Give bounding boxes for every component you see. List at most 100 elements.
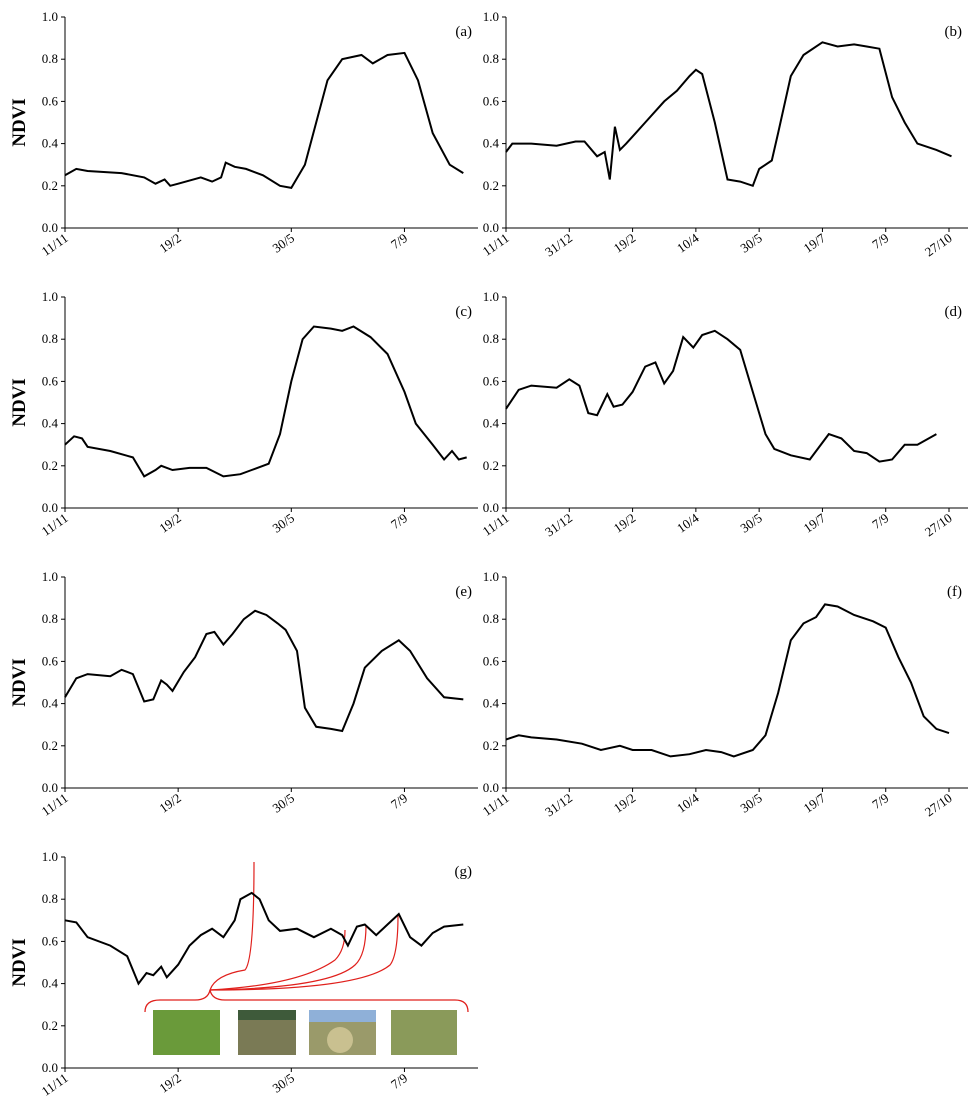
y-tick-label: 0.6 <box>42 653 59 668</box>
x-tick-label: 10/4 <box>674 230 702 256</box>
y-tick-label: 0.6 <box>42 373 59 388</box>
y-tick-label: 0.6 <box>42 933 59 948</box>
y-tick-label: 0.2 <box>42 738 58 753</box>
x-tick-label: 7/9 <box>388 510 410 532</box>
y-tick-label: 0.8 <box>42 611 58 626</box>
x-tick-label: 30/5 <box>269 230 297 256</box>
y-axis-label: NDVI <box>9 98 30 147</box>
x-tick-label: 19/7 <box>801 510 829 536</box>
panel-label: (a) <box>455 24 472 40</box>
y-tick-label: 1.0 <box>483 569 499 584</box>
x-tick-label: 27/10 <box>922 790 955 819</box>
x-tick-label: 30/5 <box>737 230 765 256</box>
arrow <box>209 924 367 991</box>
y-tick-label: 0.8 <box>483 611 499 626</box>
y-tick-label: 0.2 <box>42 1018 58 1033</box>
y-tick-label: 0.2 <box>42 458 58 473</box>
x-tick-label: 31/12 <box>542 230 575 259</box>
bale <box>327 1027 353 1053</box>
x-tick-label: 7/9 <box>388 1070 410 1092</box>
y-axis-label: NDVI <box>9 658 30 707</box>
x-tick-label: 19/2 <box>156 510 184 536</box>
y-tick-label: 0.0 <box>42 1060 58 1075</box>
x-tick-label: 19/2 <box>156 230 184 256</box>
y-tick-label: 0.6 <box>483 653 500 668</box>
y-tick-label: 0.4 <box>42 136 59 151</box>
y-tick-label: 0.0 <box>483 500 499 515</box>
y-tick-label: 1.0 <box>42 849 58 864</box>
y-tick-label: 1.0 <box>483 9 499 24</box>
y-tick-label: 0.6 <box>42 93 59 108</box>
y-tick-label: 0.0 <box>483 780 499 795</box>
x-tick-label: 30/5 <box>737 510 765 536</box>
x-tick-label: 30/5 <box>269 790 297 816</box>
panel-label: (b) <box>945 24 963 40</box>
y-tick-label: 0.6 <box>483 373 500 388</box>
panel-label: (f) <box>947 584 962 600</box>
ndvi-line <box>64 51 464 190</box>
y-axis-label: NDVI <box>9 938 30 987</box>
x-tick-label: 19/2 <box>611 790 639 816</box>
x-tick-label: 30/5 <box>269 1070 297 1096</box>
y-tick-label: 0.2 <box>42 178 58 193</box>
y-tick-label: 0.4 <box>42 696 59 711</box>
panel-label: (c) <box>455 304 472 320</box>
x-tick-label: 19/2 <box>156 790 184 816</box>
x-tick-label: 7/9 <box>869 230 891 252</box>
x-tick-label: 19/7 <box>801 230 829 256</box>
x-tick-label: 31/12 <box>542 510 575 539</box>
arrow <box>209 861 255 991</box>
y-tick-label: 0.4 <box>483 136 500 151</box>
x-tick-label: 10/4 <box>674 510 702 536</box>
x-tick-label: 30/5 <box>737 790 765 816</box>
ndvi-line <box>64 891 464 986</box>
y-tick-label: 0.4 <box>483 416 500 431</box>
x-tick-label: 7/9 <box>869 790 891 812</box>
ndvi-line <box>505 603 950 758</box>
x-tick-label: 10/4 <box>674 790 702 816</box>
y-tick-label: 0.8 <box>483 51 499 66</box>
x-tick-label: 19/2 <box>611 510 639 536</box>
y-tick-label: 0.4 <box>42 416 59 431</box>
y-tick-label: 0.0 <box>483 220 499 235</box>
y-tick-label: 1.0 <box>42 9 58 24</box>
photo <box>391 1010 457 1055</box>
y-tick-label: 0.8 <box>42 891 58 906</box>
panel-label: (g) <box>455 864 473 880</box>
arrow <box>209 929 346 991</box>
y-tick-label: 0.6 <box>483 93 500 108</box>
x-tick-label: 7/9 <box>869 510 891 532</box>
y-tick-label: 0.2 <box>483 738 499 753</box>
photo-sky <box>309 1010 376 1022</box>
ndvi-line <box>64 325 467 478</box>
x-tick-label: 30/5 <box>269 510 297 536</box>
bracket <box>144 989 469 1013</box>
photo-strip <box>144 861 469 1055</box>
x-tick-label: 27/10 <box>922 510 955 539</box>
y-tick-label: 0.8 <box>42 331 58 346</box>
x-tick-label: 19/2 <box>611 230 639 256</box>
ndvi-line <box>505 329 937 463</box>
y-tick-label: 1.0 <box>483 289 499 304</box>
x-tick-label: 27/10 <box>922 230 955 259</box>
panel-label: (d) <box>945 304 963 320</box>
x-tick-label: 7/9 <box>388 790 410 812</box>
y-tick-label: 0.2 <box>483 178 499 193</box>
y-tick-label: 0.2 <box>483 458 499 473</box>
y-tick-label: 1.0 <box>42 569 58 584</box>
ndvi-line <box>64 609 464 733</box>
y-tick-label: 0.8 <box>42 51 58 66</box>
panel-label: (e) <box>455 584 472 600</box>
y-tick-label: 0.4 <box>42 976 59 991</box>
photo <box>153 1010 220 1055</box>
x-tick-label: 31/12 <box>542 790 575 819</box>
x-tick-label: 19/7 <box>801 790 829 816</box>
x-tick-label: 19/2 <box>156 1070 184 1096</box>
y-tick-label: 0.0 <box>42 500 58 515</box>
y-tick-label: 0.8 <box>483 331 499 346</box>
ndvi-line <box>505 41 952 188</box>
y-axis-label: NDVI <box>9 378 30 427</box>
y-tick-label: 1.0 <box>42 289 58 304</box>
y-tick-label: 0.0 <box>42 780 58 795</box>
